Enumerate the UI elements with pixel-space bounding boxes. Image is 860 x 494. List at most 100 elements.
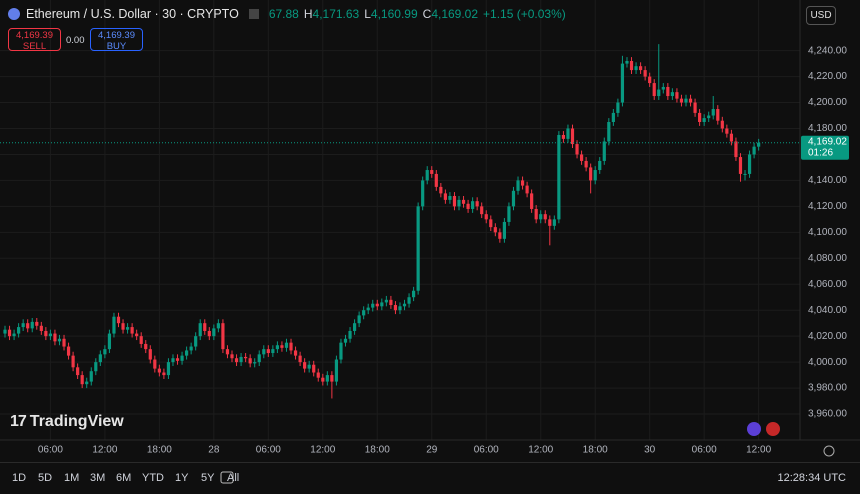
y-tick-label: 4,040.00 — [808, 305, 847, 316]
range-button[interactable]: All — [227, 472, 240, 484]
candle-body — [271, 349, 275, 354]
candle-body — [516, 180, 520, 191]
candle-body — [48, 333, 52, 337]
range-button[interactable]: 1M — [64, 472, 80, 484]
candle-body — [234, 358, 239, 363]
candle-body — [443, 193, 447, 200]
candle-body — [30, 321, 34, 329]
range-button[interactable]: 5Y — [201, 472, 215, 484]
candle-body — [362, 310, 366, 316]
ohlc-item: C4,169.02 — [423, 7, 478, 21]
candle-body — [675, 92, 679, 99]
candle-body — [430, 170, 434, 174]
ohlc-value: 4,160.99 — [370, 7, 418, 21]
x-tick-label: 18:00 — [365, 445, 390, 456]
candle-body — [94, 362, 98, 372]
x-tick-label: 06:00 — [692, 445, 717, 456]
sell-label: SELL — [22, 41, 47, 52]
y-tick-label: 4,080.00 — [808, 253, 847, 264]
candle-body — [262, 349, 266, 355]
candle-body — [239, 356, 243, 363]
countdown: 01:26 — [808, 147, 833, 158]
candle-body — [66, 346, 71, 356]
candle-body — [166, 362, 171, 376]
background — [0, 0, 860, 462]
candle-body — [380, 302, 384, 307]
sell-price: 4,169.39 — [16, 30, 53, 41]
currency-button[interactable]: USD — [806, 6, 836, 25]
candle-body — [162, 372, 166, 376]
symbol[interactable]: Ethereum / U.S. Dollar · 30 · CRYPTO — [26, 7, 239, 21]
sell-button[interactable]: 4,169.39 SELL — [8, 28, 61, 52]
settings-icon[interactable] — [823, 445, 835, 457]
candle-body — [175, 358, 180, 361]
candle-body — [157, 368, 161, 373]
ohlc-item: 67.88 — [269, 7, 299, 21]
y-tick-label: 4,240.00 — [808, 45, 847, 56]
candle-body — [525, 185, 529, 194]
candle-body — [80, 375, 84, 385]
candle-body — [85, 381, 89, 385]
candle-body — [39, 325, 43, 331]
candle-body — [244, 356, 248, 359]
icon[interactable] — [766, 422, 780, 436]
y-tick-label: 4,020.00 — [808, 331, 847, 342]
candle-body — [334, 359, 339, 382]
range-button[interactable]: 6M — [116, 472, 132, 484]
candle-body — [216, 323, 220, 329]
candle-body — [598, 160, 602, 171]
candle-body — [579, 154, 584, 161]
buy-button[interactable]: 4,169.39 BUY — [90, 28, 143, 52]
range-button[interactable]: 3M — [90, 472, 106, 484]
candle-body — [643, 70, 647, 77]
candle-body — [570, 128, 575, 145]
candle-body — [707, 115, 711, 119]
y-tick-label: 4,200.00 — [808, 97, 847, 108]
candle-body — [148, 349, 152, 360]
candle-body — [466, 203, 470, 209]
range-button[interactable]: 5D — [38, 472, 53, 484]
ohlc-item: L4,160.99 — [364, 7, 417, 21]
icon[interactable] — [747, 422, 761, 436]
range-button[interactable]: YTD — [142, 472, 164, 484]
candle-body — [561, 134, 566, 139]
candle-body — [548, 219, 552, 226]
range-button[interactable]: 1D — [12, 472, 27, 484]
candle-body — [493, 227, 497, 233]
flag-icon[interactable] — [248, 9, 259, 19]
candle-body — [89, 371, 93, 382]
candle-body — [393, 305, 398, 311]
ohlc-value: +1.15 (+0.03%) — [483, 7, 566, 21]
x-tick-label: 06:00 — [474, 445, 499, 456]
ohlc: 67.88 H4,171.63 L4,160.99 C4,169.02 +1.15 (+… — [269, 7, 571, 21]
candle-body — [3, 329, 7, 334]
candle-body — [107, 333, 112, 350]
candle-body — [625, 61, 629, 64]
clock[interactable]: 12:28:34 UTC — [777, 472, 846, 484]
candle-body — [552, 219, 556, 226]
ohlc-item: H4,171.63 — [304, 7, 359, 21]
candle-body — [225, 349, 230, 355]
candle-body — [352, 323, 357, 331]
candle-body — [312, 364, 316, 373]
range-button[interactable]: 1Y — [175, 472, 189, 484]
y-tick-label: 4,180.00 — [808, 123, 847, 134]
candle-body — [130, 327, 134, 334]
candle-body — [21, 323, 25, 328]
candle-body — [670, 92, 674, 97]
brand-logo[interactable]: 17 TradingView — [10, 413, 124, 431]
candle-body — [575, 144, 579, 155]
candle-body — [221, 323, 225, 350]
candle-body — [484, 214, 488, 220]
x-tick-label: 18:00 — [583, 445, 608, 456]
x-tick-label: 29 — [426, 445, 438, 456]
ohlc-value: 67.88 — [268, 7, 299, 21]
candle-body — [616, 102, 620, 113]
candle-body — [461, 199, 466, 204]
candle-body — [629, 61, 634, 71]
candle-body — [757, 142, 761, 147]
calendar-icon[interactable] — [219, 469, 235, 485]
candle-body — [634, 66, 638, 71]
candle-body — [253, 362, 257, 364]
x-tick-label: 06:00 — [256, 445, 281, 456]
